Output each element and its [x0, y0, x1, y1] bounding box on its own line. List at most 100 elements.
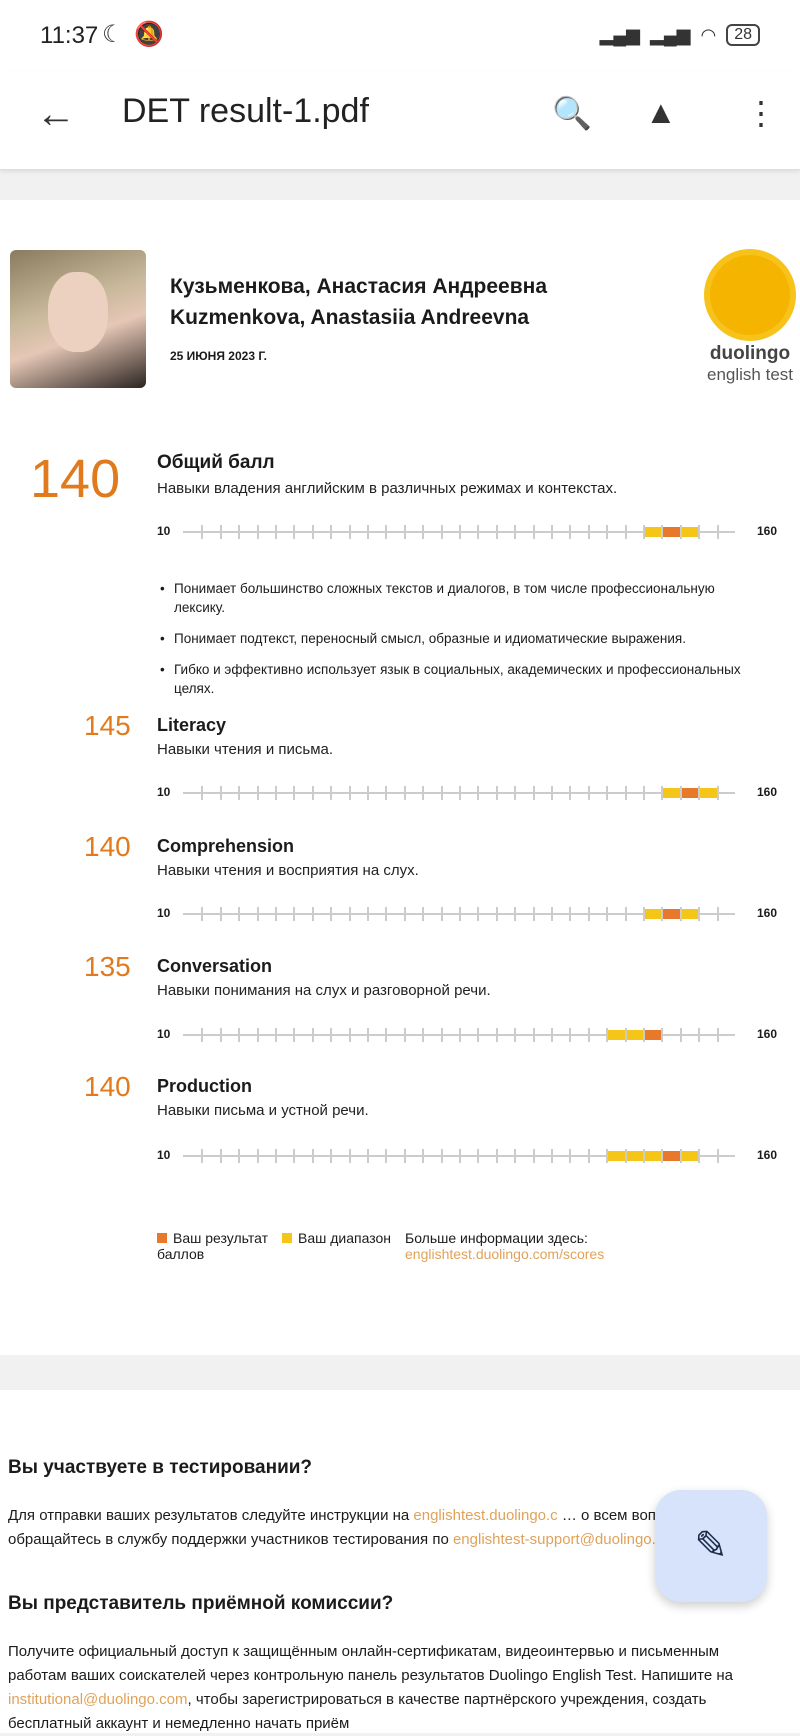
scale-tick [495, 1028, 498, 1042]
scale-min-label: 10 [157, 524, 171, 538]
literacy-score-bar: 10 160 [157, 783, 777, 803]
descriptor: Понимает большинство сложных текстов и д… [160, 580, 760, 618]
scale-tick [624, 907, 627, 921]
document-title: DET result-1.pdf [122, 92, 369, 130]
scale-tick [219, 786, 222, 800]
scale-tick [440, 1028, 443, 1042]
scores-link[interactable]: englishtest.duolingo.com/scores [405, 1246, 605, 1262]
scale-tick [403, 525, 406, 539]
more-info: Больше информации здесь: englishtest.duol… [405, 1230, 604, 1262]
production-score: 140 [84, 1071, 131, 1102]
scale-tick [514, 1149, 517, 1163]
scale-tick [495, 1149, 498, 1163]
scale-tick [219, 907, 222, 921]
scale-tick [698, 1149, 701, 1163]
back-arrow-icon[interactable]: ← [36, 92, 76, 136]
scale-tick [330, 1028, 333, 1042]
scale-tick [698, 786, 701, 800]
scale-tick [551, 1028, 553, 1042]
drive-add-icon[interactable]: ▲ [645, 94, 677, 130]
range-segment [644, 527, 662, 537]
scale-tick [385, 1028, 388, 1042]
scale-tick [219, 525, 222, 539]
score-swatch [157, 1233, 167, 1243]
scale-tick [679, 786, 682, 800]
scale-tick [661, 525, 664, 539]
scale-tick [348, 1149, 351, 1163]
range-segment [680, 909, 699, 919]
scale-tick [643, 907, 645, 921]
range-segment [625, 1151, 643, 1161]
annotate-button[interactable]: ✎ [655, 1490, 767, 1602]
production-score-bar: 10 160 [157, 1146, 777, 1166]
scale-tick [569, 1028, 572, 1042]
scale-tick [348, 1028, 351, 1042]
institution-heading: Вы представитель приёмной комиссии? [8, 1593, 394, 1614]
test-date: 25 ИЮНЯ 2023 Г. [170, 349, 267, 363]
text: , чтобы зарегистрироваться в качестве па… [8, 1691, 707, 1732]
scale-tick [698, 1028, 701, 1042]
scale-tick [330, 1149, 333, 1163]
scale-tick [348, 786, 351, 800]
scale-tick [569, 907, 572, 921]
support-email-link[interactable]: englishtest-support@duolingo.com [452, 1531, 685, 1548]
scale-max-label: 160 [756, 524, 777, 538]
scale-tick [477, 1028, 480, 1042]
scale-tick [403, 1028, 406, 1042]
production-desc: Навыки письма и устной речи. [157, 1102, 369, 1119]
legend-score-label: Ваш результат [173, 1230, 268, 1246]
scale-tick [716, 1149, 719, 1163]
score-segment [680, 788, 699, 798]
scale-tick [661, 1149, 664, 1163]
score-segment [644, 1030, 662, 1040]
scale-tick [275, 525, 277, 539]
scale-tick [311, 1149, 314, 1163]
more-vert-icon[interactable]: ⋮ [745, 95, 777, 131]
scale-min-label: 10 [157, 1148, 171, 1162]
production-title: Production [157, 1076, 252, 1096]
scale-tick [201, 525, 204, 539]
scale-tick [716, 525, 719, 539]
range-segment [644, 909, 662, 919]
scale-tick [201, 907, 204, 921]
institutional-email-link[interactable]: institutional@duolingo.com [8, 1691, 188, 1708]
scale-tick [422, 786, 425, 800]
scale-tick [587, 786, 590, 800]
scale-tick [477, 1149, 480, 1163]
annotate-pen-icon: ✎ [694, 1524, 728, 1568]
literacy-title: Literacy [157, 715, 227, 735]
scale-tick [422, 907, 425, 921]
clock: 11:37 [40, 22, 99, 49]
scale-tick [532, 786, 535, 800]
literacy-desc: Навыки чтения и письма. [157, 741, 334, 758]
scale-tick [477, 786, 480, 800]
scale-tick [422, 1028, 425, 1042]
score-segment [662, 1151, 680, 1161]
scale-tick [275, 1149, 277, 1163]
scale-tick [679, 907, 682, 921]
scale-tick [532, 1028, 535, 1042]
range-segment [699, 788, 717, 798]
scale-tick [311, 907, 314, 921]
conversation-score: 135 [84, 951, 131, 982]
website-link[interactable]: englishtest.duolingo.c [413, 1507, 558, 1524]
scale-tick [238, 907, 241, 921]
duolingo-logo: duolingo english test [700, 255, 800, 385]
scale-tick [514, 907, 517, 921]
range-segment [662, 788, 680, 798]
scale-tick [348, 907, 351, 921]
scale-tick [606, 1149, 609, 1163]
scale-tick [532, 525, 535, 539]
range-segment [607, 1151, 625, 1161]
scale-tick [587, 907, 590, 921]
scale-tick [330, 786, 333, 800]
scale-tick [495, 786, 498, 800]
scale-tick [403, 786, 406, 800]
scale-tick [311, 786, 314, 800]
pdf-page-2: Вы участвуете в тестировании? Для отправ… [0, 1390, 800, 1733]
search-document-icon[interactable]: 🔍 [552, 95, 592, 131]
legend-score-label2: баллов [157, 1246, 205, 1262]
overall-desc: Навыки владения английским в различных р… [157, 480, 618, 497]
candidate-photo [10, 250, 146, 388]
signal-icon: ▂▄▆ [599, 24, 641, 45]
